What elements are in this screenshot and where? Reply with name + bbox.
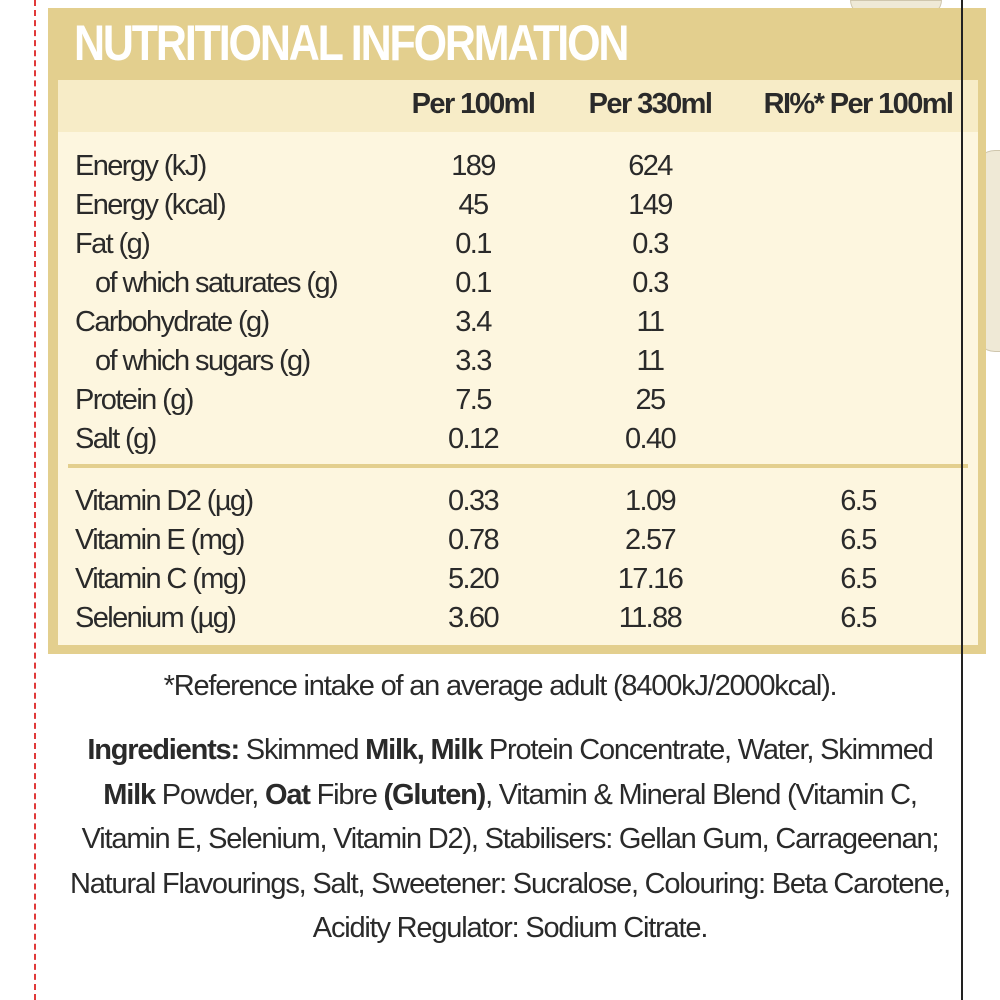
ingredient-bold: Milk, Milk bbox=[365, 734, 483, 766]
value-per-330ml: 1.09 bbox=[624, 485, 677, 517]
value-ri-percent: 6.5 bbox=[840, 485, 877, 517]
column-header: Per 330ml bbox=[588, 88, 713, 120]
value-per-330ml: 0.3 bbox=[632, 267, 669, 299]
value-per-100ml: 0.12 bbox=[447, 423, 500, 455]
value-per-100ml: 0.78 bbox=[447, 524, 500, 556]
value-per-330ml: 11 bbox=[636, 345, 666, 377]
value-per-100ml: 0.1 bbox=[455, 267, 492, 299]
nutrient-label: of which sugars (g) bbox=[95, 345, 311, 377]
footnote: *Reference intake of an average adult (8… bbox=[163, 670, 838, 702]
value-per-100ml: 45 bbox=[458, 189, 489, 221]
value-per-100ml: 3.3 bbox=[455, 345, 492, 377]
cut-line bbox=[34, 0, 36, 1000]
nutrient-label: Salt (g) bbox=[75, 423, 157, 455]
nutrient-label: of which saturates (g) bbox=[95, 267, 339, 299]
panel-title: NUTRITIONAL INFORMATION bbox=[74, 15, 629, 71]
value-per-330ml: 0.40 bbox=[624, 423, 677, 455]
value-per-100ml: 189 bbox=[451, 150, 496, 182]
ingredient-bold: (Gluten) bbox=[383, 778, 487, 811]
value-ri-percent: 6.5 bbox=[840, 524, 877, 556]
value-per-330ml: 2.57 bbox=[624, 524, 677, 556]
ingredient-text: Skimmed bbox=[238, 734, 366, 766]
value-per-100ml: 3.60 bbox=[447, 602, 500, 634]
nutrient-label: Protein (g) bbox=[75, 384, 194, 416]
value-per-330ml: 17.16 bbox=[617, 563, 684, 595]
value-per-330ml: 0.3 bbox=[632, 228, 669, 260]
value-per-330ml: 149 bbox=[628, 189, 673, 221]
table-header: Per 100ml Per 330ml RI%* Per 100ml bbox=[58, 80, 978, 132]
value-per-330ml: 11.88 bbox=[618, 602, 683, 634]
ingredient-text: Fibre bbox=[309, 778, 384, 811]
ingredient-bold: Milk bbox=[103, 778, 156, 811]
ingredient-text: Powder, bbox=[154, 778, 265, 811]
value-per-100ml: 3.4 bbox=[455, 306, 492, 338]
value-per-100ml: 0.1 bbox=[455, 228, 492, 260]
ingredient-text: , Vitamin & Mineral Blend (Vitamin C, Vi… bbox=[70, 778, 951, 945]
value-per-330ml: 25 bbox=[635, 384, 666, 416]
nutrient-label: Vitamin D2 (µg) bbox=[75, 485, 254, 517]
nutrient-label: Vitamin C (mg) bbox=[75, 563, 247, 595]
nutrient-label: Energy (kcal) bbox=[75, 189, 227, 221]
nutrient-label: Carbohydrate (g) bbox=[75, 306, 270, 338]
nutrient-label: Energy (kJ) bbox=[75, 150, 207, 182]
border-line bbox=[961, 0, 963, 1000]
value-per-100ml: 0.33 bbox=[447, 485, 500, 517]
value-ri-percent: 6.5 bbox=[840, 563, 877, 595]
section-divider bbox=[68, 464, 968, 468]
nutrition-table: Per 100ml Per 330ml RI%* Per 100ml Energ… bbox=[58, 80, 978, 645]
ingredient-bold: Oat bbox=[265, 778, 311, 811]
value-per-100ml: 5.20 bbox=[447, 563, 500, 595]
column-header: RI%* Per 100ml bbox=[763, 88, 954, 120]
nutrient-label: Vitamin E (mg) bbox=[75, 524, 245, 556]
value-per-100ml: 7.5 bbox=[455, 384, 492, 416]
value-per-330ml: 11 bbox=[636, 306, 666, 338]
ingredients-text: Ingredients: Skimmed Milk, Milk Protein … bbox=[60, 728, 960, 951]
ingredient-text: Protein Concentrate, Water, Skimmed bbox=[482, 734, 934, 766]
ingredient-bold: Ingredients: bbox=[87, 734, 240, 766]
nutrient-label: Selenium (µg) bbox=[75, 602, 237, 634]
value-ri-percent: 6.5 bbox=[840, 602, 877, 634]
column-header: Per 100ml bbox=[411, 88, 536, 120]
nutrition-panel: NUTRITIONAL INFORMATION Per 100ml Per 33… bbox=[48, 8, 986, 654]
nutrient-label: Fat (g) bbox=[75, 228, 151, 260]
value-per-330ml: 624 bbox=[628, 150, 673, 182]
